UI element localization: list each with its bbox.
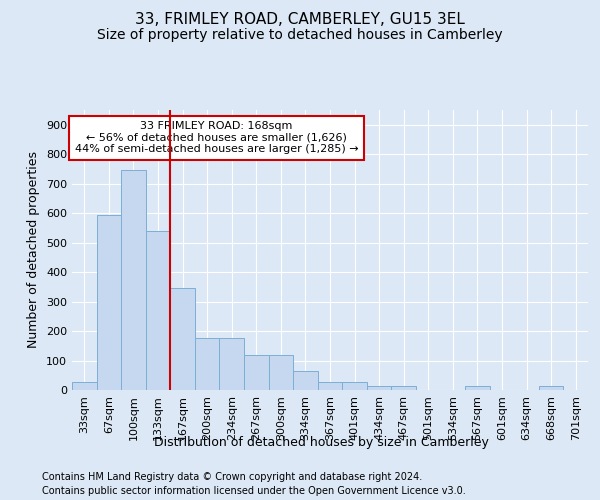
Bar (465, 386, 490, 390)
Bar (244, 354, 269, 390)
Bar (367, 386, 391, 390)
Bar (146, 231, 170, 390)
Text: Size of property relative to detached houses in Camberley: Size of property relative to detached ho… (97, 28, 503, 42)
Bar (121, 170, 146, 390)
Text: Contains public sector information licensed under the Open Government Licence v3: Contains public sector information licen… (42, 486, 466, 496)
Bar (170, 288, 195, 390)
Bar (539, 386, 563, 390)
Bar (391, 386, 416, 390)
Bar (293, 371, 318, 390)
Text: 33, FRIMLEY ROAD, CAMBERLEY, GU15 3EL: 33, FRIMLEY ROAD, CAMBERLEY, GU15 3EL (135, 12, 465, 28)
Bar (72, 382, 97, 390)
Bar (220, 338, 244, 390)
Y-axis label: Number of detached properties: Number of detached properties (28, 152, 40, 348)
Bar (342, 382, 367, 390)
Text: 33 FRIMLEY ROAD: 168sqm
← 56% of detached houses are smaller (1,626)
44% of semi: 33 FRIMLEY ROAD: 168sqm ← 56% of detache… (74, 121, 358, 154)
Text: Contains HM Land Registry data © Crown copyright and database right 2024.: Contains HM Land Registry data © Crown c… (42, 472, 422, 482)
Bar (269, 354, 293, 390)
Text: Distribution of detached houses by size in Camberley: Distribution of detached houses by size … (154, 436, 488, 449)
Bar (195, 338, 220, 390)
Bar (97, 214, 121, 390)
Bar (318, 382, 342, 390)
